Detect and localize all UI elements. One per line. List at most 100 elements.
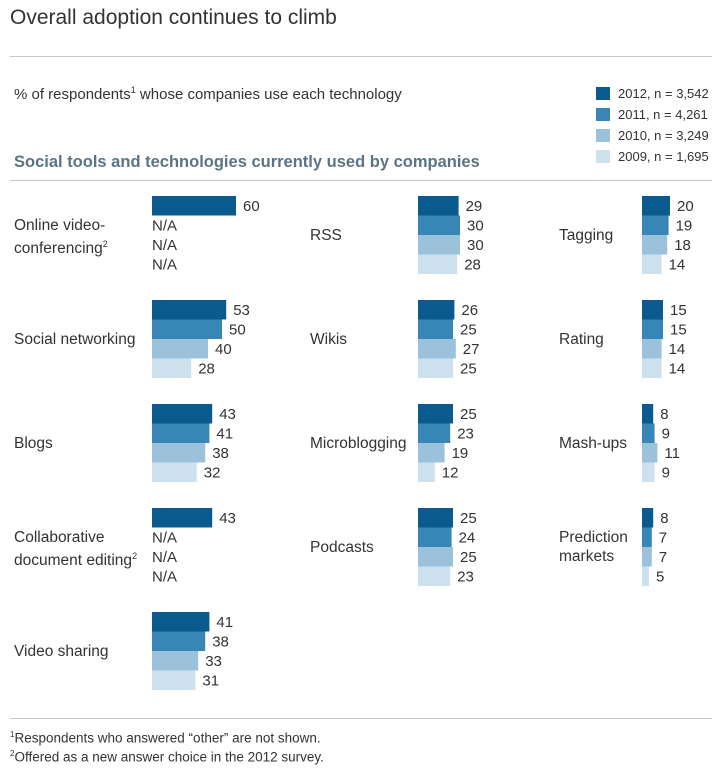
value-label-wikis-2012: 26 xyxy=(461,302,478,319)
category-label-text: Prediction xyxy=(559,529,628,546)
value-label-rss-2009: 28 xyxy=(464,256,481,273)
bar-mash-ups-2010 xyxy=(642,443,658,463)
na-label-collaborative-document-editing-2010: N/A xyxy=(152,549,177,566)
category-label-line: Microblogging xyxy=(310,434,407,453)
value-label-rating-2011: 15 xyxy=(670,321,687,338)
bar-video-sharing-2009 xyxy=(152,670,196,690)
category-label-line: Wikis xyxy=(310,330,347,349)
bar-rating-2011 xyxy=(642,319,663,339)
subtitle-text: % of respondents xyxy=(14,86,131,103)
footnote-1: 1Respondents who answered “other” are no… xyxy=(10,730,321,746)
value-label-wikis-2010: 27 xyxy=(463,341,480,358)
na-label-online-video-conferencing-2009: N/A xyxy=(152,256,177,273)
legend-label-2012: 2012, n = 3,542 xyxy=(618,86,709,101)
bar-social-networking-2010 xyxy=(152,339,208,359)
category-label-line: conferencing2 xyxy=(14,235,108,258)
section-divider xyxy=(10,180,712,181)
value-label-microblogging-2009: 12 xyxy=(442,464,459,481)
category-label-text: Podcasts xyxy=(310,538,374,556)
category-label-text: Rating xyxy=(559,330,604,348)
category-label-text: RSS xyxy=(310,226,342,244)
value-label-podcasts-2010: 25 xyxy=(460,549,477,566)
legend-item-2009: 2009, n = 1,695 xyxy=(596,149,709,164)
value-label-collaborative-document-editing-2012: 43 xyxy=(219,510,236,527)
value-label-mash-ups-2012: 8 xyxy=(660,406,668,423)
value-label-blogs-2012: 43 xyxy=(219,406,236,423)
bar-rss-2009 xyxy=(418,254,458,274)
category-label-line: Video sharing xyxy=(14,642,109,661)
value-label-microblogging-2011: 23 xyxy=(457,425,474,442)
footnote-2: 2Offered as a new answer choice in the 2… xyxy=(10,749,324,765)
value-label-video-sharing-2009: 31 xyxy=(202,672,219,689)
value-label-mash-ups-2010: 11 xyxy=(664,445,680,462)
bar-microblogging-2009 xyxy=(418,462,435,482)
bar-podcasts-2011 xyxy=(418,527,452,547)
bar-social-networking-2009 xyxy=(152,358,192,378)
bar-microblogging-2010 xyxy=(418,443,445,463)
bar-social-networking-2011 xyxy=(152,319,222,339)
value-label-rss-2011: 30 xyxy=(467,217,484,234)
bar-mash-ups-2009 xyxy=(642,462,655,482)
footnote-2-mark: 2 xyxy=(10,749,15,758)
value-label-video-sharing-2010: 33 xyxy=(205,653,222,670)
bar-online-video-conferencing-2012 xyxy=(152,196,236,216)
bar-rating-2012 xyxy=(642,300,663,320)
category-label-line: Collaborative xyxy=(14,528,137,547)
bar-podcasts-2009 xyxy=(418,566,451,586)
subtitle-footnote-mark: 1 xyxy=(130,85,136,95)
category-label-text: markets xyxy=(559,548,615,565)
category-label-text: Wikis xyxy=(310,330,348,348)
value-label-rating-2010: 14 xyxy=(669,341,686,358)
bar-wikis-2012 xyxy=(418,300,455,320)
category-label-text: Tagging xyxy=(559,226,614,244)
category-label-text: Video sharing xyxy=(14,642,109,660)
legend-label-2011: 2011, n = 4,261 xyxy=(618,107,708,122)
category-label-microblogging: Microblogging xyxy=(310,434,407,453)
value-label-podcasts-2012: 25 xyxy=(460,510,477,527)
category-label-text: Microblogging xyxy=(310,434,407,452)
value-label-blogs-2009: 32 xyxy=(204,464,221,481)
category-label-line: Online video- xyxy=(14,216,108,235)
value-label-podcasts-2009: 23 xyxy=(457,568,474,585)
category-label-collaborative-document-editing: Collaborative document editing2 xyxy=(14,528,137,570)
bar-rating-2010 xyxy=(642,339,662,359)
bar-blogs-2011 xyxy=(152,423,210,443)
footnote-2-text: Offered as a new answer choice in the 20… xyxy=(14,749,324,765)
value-label-video-sharing-2011: 38 xyxy=(212,633,229,650)
legend-item-2011: 2011, n = 4,261 xyxy=(596,107,708,122)
value-label-microblogging-2012: 25 xyxy=(460,406,477,423)
value-label-social-networking-2010: 40 xyxy=(215,341,232,358)
value-label-social-networking-2009: 28 xyxy=(198,360,215,377)
category-label-social-networking: Social networking xyxy=(14,330,135,349)
category-label-text: document editing xyxy=(14,552,133,570)
value-label-tagging-2009: 14 xyxy=(669,256,686,273)
bar-microblogging-2012 xyxy=(418,404,453,424)
title-divider xyxy=(10,56,712,57)
category-label-line: Blogs xyxy=(14,434,53,453)
bar-wikis-2010 xyxy=(418,339,456,359)
bar-wikis-2009 xyxy=(418,358,453,378)
bar-blogs-2009 xyxy=(152,462,197,482)
category-label-line: RSS xyxy=(310,226,342,245)
value-label-online-video-conferencing-2012: 60 xyxy=(243,198,260,215)
category-label-rss: RSS xyxy=(310,226,342,245)
bar-social-networking-2012 xyxy=(152,300,227,320)
bar-prediction-markets-2011 xyxy=(642,527,652,547)
na-label-collaborative-document-editing-2009: N/A xyxy=(152,568,177,585)
footnote-1-mark: 1 xyxy=(10,730,15,739)
na-label-collaborative-document-editing-2011: N/A xyxy=(152,529,177,546)
category-label-mash-ups: Mash-ups xyxy=(559,434,627,453)
bar-prediction-markets-2010 xyxy=(642,547,652,567)
value-label-prediction-markets-2010: 7 xyxy=(659,549,667,566)
value-label-tagging-2011: 19 xyxy=(676,217,693,234)
bar-rss-2012 xyxy=(418,196,459,216)
value-label-rss-2012: 29 xyxy=(466,198,483,215)
value-label-microblogging-2010: 19 xyxy=(452,445,469,462)
value-label-blogs-2011: 41 xyxy=(216,425,233,442)
category-label-podcasts: Podcasts xyxy=(310,538,374,557)
bar-blogs-2012 xyxy=(152,404,213,424)
category-label-online-video-conferencing: Online video-conferencing2 xyxy=(14,216,108,258)
bar-video-sharing-2011 xyxy=(152,631,206,651)
legend-swatch-2010 xyxy=(596,129,610,142)
value-label-rss-2010: 30 xyxy=(467,237,484,254)
